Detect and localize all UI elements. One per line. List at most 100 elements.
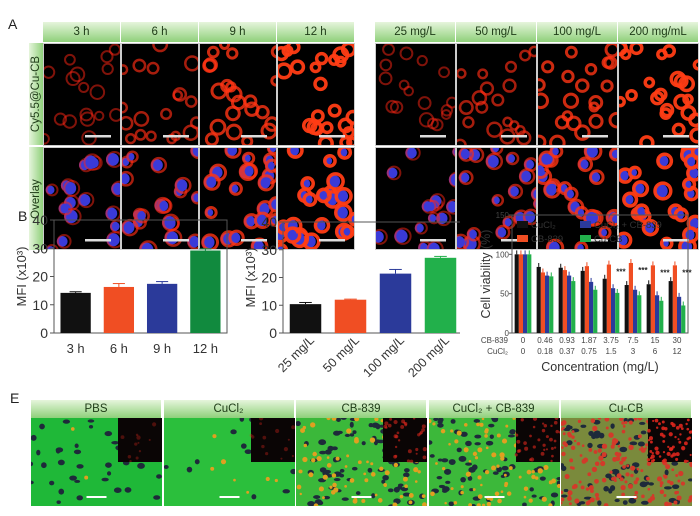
nucleus [619, 234, 628, 246]
dead-cell [598, 455, 604, 461]
dead-cell [495, 464, 500, 468]
cell-signal [631, 180, 650, 198]
cell-signal [63, 179, 81, 197]
inset-red-cell [675, 452, 680, 457]
dark-spot [555, 477, 560, 481]
dark-spot [436, 423, 444, 428]
dead-cell [601, 477, 607, 483]
dark-spot [528, 487, 534, 492]
inset-red-cell [287, 438, 290, 441]
dead-cell [630, 473, 634, 478]
inset-red-cell [658, 422, 661, 426]
cell-signal [650, 90, 665, 106]
inset-red-cell [393, 420, 398, 425]
cell-signal [201, 233, 220, 249]
dark-spot [387, 488, 394, 493]
dark-spot [597, 500, 602, 506]
dead-cell [616, 473, 622, 479]
dead-cell [326, 463, 332, 468]
column-header: 12 h [277, 22, 355, 42]
dark-spot [456, 447, 462, 453]
dead-cell [467, 503, 472, 506]
cell-signal [174, 176, 192, 194]
cell-signal [619, 231, 633, 249]
inset-red-cell [688, 436, 692, 440]
inset-red-cell [553, 439, 556, 443]
inset-red-cell [545, 448, 548, 451]
nucleus [174, 179, 188, 192]
cell-signal [633, 203, 650, 219]
scale-bar [420, 135, 446, 138]
x-tick-cb839: 1.87 [581, 336, 597, 345]
cell-signal [477, 68, 489, 80]
inset-red-cell [647, 438, 651, 442]
dead-cell [611, 477, 615, 481]
cell-signal [458, 148, 475, 162]
x-tick-label: 25 mg/L [275, 333, 317, 375]
y-axis-label: Cell viability (%) [479, 230, 493, 319]
dead-cell [300, 428, 306, 434]
cell-signal [278, 242, 289, 249]
inset-red-cell [686, 418, 690, 422]
dark-spot [289, 468, 295, 475]
cell-signal [281, 44, 294, 57]
cell-signal [145, 130, 157, 142]
inset-red-cell [129, 459, 132, 463]
dead-cell [476, 503, 481, 506]
dark-spot [240, 443, 247, 449]
dead-cell [635, 477, 640, 481]
dead-cell [590, 418, 596, 424]
row-label-cy55: Cy5.5@Cu-CB [29, 43, 43, 145]
dark-spot [638, 421, 646, 425]
bar [424, 257, 457, 333]
dark-spot [598, 432, 605, 439]
dead-cell [70, 427, 75, 431]
dead-cell [506, 491, 511, 496]
dead-cell [465, 471, 471, 477]
dead-cell [503, 473, 507, 477]
dark-spot [381, 479, 386, 484]
dead-cell [619, 477, 624, 482]
dead-cell [610, 444, 615, 449]
dead-cell [474, 456, 478, 460]
bar [646, 284, 651, 333]
x-tick-cb839: 0.46 [537, 336, 553, 345]
dead-cell [601, 443, 608, 449]
dark-spot [508, 429, 516, 435]
cell-signal [270, 75, 276, 87]
dead-cell [609, 470, 613, 474]
dead-cell [330, 490, 336, 495]
dead-cell [357, 460, 362, 465]
dark-spot [323, 469, 331, 474]
inset-red-cell [522, 441, 527, 445]
dead-cell [641, 494, 645, 499]
dead-cell [594, 461, 600, 466]
inset-red-cell [422, 455, 427, 460]
bar [584, 266, 589, 333]
cell-signal [690, 148, 698, 160]
y-tick-label: 20 [261, 270, 277, 286]
inset-red-cell [514, 453, 518, 457]
dead-cell [594, 478, 599, 484]
inset-red-cell [152, 422, 157, 427]
nucleus [457, 235, 465, 249]
dark-spot [566, 440, 573, 446]
inset-red-cell [667, 445, 670, 449]
dead-cell [485, 446, 489, 450]
dark-spot [448, 459, 456, 465]
dead-cell [303, 443, 308, 448]
bar [659, 300, 664, 333]
nucleus [394, 229, 408, 243]
inset-red-cell [387, 423, 392, 428]
dead-cell [459, 490, 464, 495]
cell-signal [502, 215, 516, 230]
cell-signal [440, 104, 454, 117]
inset-red-cell [554, 418, 558, 420]
dead-cell [626, 464, 630, 468]
inset-red-cell [655, 450, 660, 455]
dead-cell [568, 502, 572, 506]
cy55-image [43, 43, 121, 146]
dead-cell [571, 435, 575, 439]
dark-spot [349, 421, 354, 428]
dead-cell [574, 498, 580, 504]
